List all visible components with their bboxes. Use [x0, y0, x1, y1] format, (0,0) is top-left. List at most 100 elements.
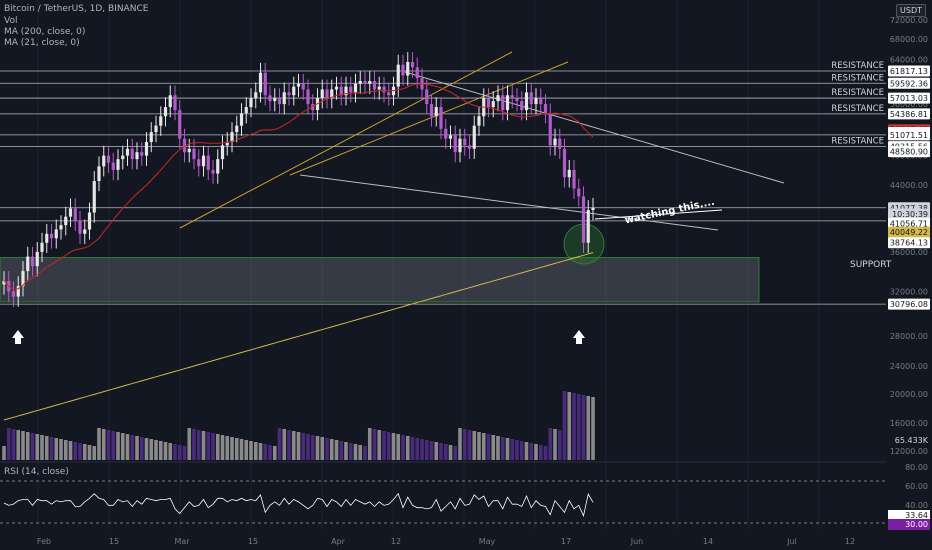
ma21-label[interactable]: MA (21, close, 0) — [4, 38, 80, 48]
volume-bar — [377, 430, 382, 460]
candle-body — [97, 166, 101, 181]
volume-bar — [448, 445, 453, 460]
candle-body — [254, 92, 258, 99]
ma200-label[interactable]: MA (200, close, 0) — [4, 27, 86, 37]
volume-bar — [477, 432, 481, 460]
candle-body — [211, 169, 215, 174]
volume-bar — [505, 438, 510, 460]
volume-bar — [25, 432, 30, 460]
candle-body — [301, 83, 305, 90]
price-label-box — [888, 77, 930, 89]
candle-body — [220, 145, 225, 160]
price-tick-label: 32000.00 — [890, 287, 928, 296]
candle-body — [558, 138, 562, 149]
volume-last: 65.433K — [895, 436, 929, 445]
candle-body — [429, 104, 434, 117]
volume-bar — [168, 443, 173, 460]
volume-tick-label: 28000.00 — [890, 332, 928, 341]
candle-body — [453, 135, 457, 153]
volume-bar — [201, 431, 206, 460]
candle-body — [496, 95, 500, 102]
price-label: 54386.81 — [890, 110, 928, 119]
time-tick-label: Jul — [786, 537, 797, 546]
candle-body — [192, 148, 196, 160]
volume-bar — [586, 396, 591, 460]
candle-body — [477, 116, 481, 126]
vol-label[interactable]: Vol — [4, 16, 18, 26]
candle-body — [463, 138, 467, 146]
volume-tick-label: 12000.00 — [890, 447, 928, 456]
candle-body — [111, 162, 115, 170]
volume-bar — [401, 435, 405, 460]
volume-bar — [462, 429, 467, 460]
ma21-line — [3, 83, 594, 291]
candle-body — [106, 155, 111, 163]
volume-bar — [101, 429, 106, 460]
candle-body — [472, 125, 476, 149]
volume-bar — [73, 442, 78, 460]
price-tick-label: 36000.00 — [890, 248, 928, 257]
volume-bar — [515, 440, 519, 460]
candle-body — [273, 98, 277, 102]
volume-bar — [439, 443, 443, 460]
resistance-label: RESISTANCE — [831, 137, 884, 147]
volume-bar — [496, 436, 500, 460]
volume-bar — [363, 446, 367, 460]
volume-bar — [581, 395, 586, 460]
symbol-label[interactable]: Bitcoin / TetherUS, 1D, BINANCE — [4, 4, 149, 14]
candle-body — [230, 132, 234, 143]
volume-bar — [348, 443, 353, 460]
volume-bar — [230, 437, 234, 460]
price-label-box — [888, 65, 930, 77]
candle-body — [396, 64, 400, 87]
volume-bar — [244, 440, 249, 460]
moving-averages — [3, 83, 594, 421]
price-label-box — [888, 237, 930, 249]
volume-bar — [572, 393, 576, 460]
time-tick-label: 15 — [109, 537, 119, 546]
downtrend-line — [404, 71, 785, 184]
volume-bar — [21, 431, 25, 460]
volume-bar — [78, 443, 82, 460]
volume-bar — [97, 428, 101, 460]
volume-bar — [567, 392, 572, 460]
candle-body — [387, 92, 391, 96]
candle-body — [216, 159, 220, 174]
candle-body — [249, 98, 253, 108]
volume-bar — [534, 444, 538, 460]
candle-body — [344, 86, 348, 96]
time-tick-label: Mar — [174, 537, 190, 546]
rsi-label[interactable]: RSI (14, close) — [4, 467, 69, 477]
currency-badge[interactable]: USDT — [896, 4, 926, 17]
price-label: 61817.13 — [890, 67, 928, 76]
time-tick-label: 12 — [391, 537, 401, 546]
volume-bar — [135, 436, 139, 460]
volume-bar — [234, 438, 239, 460]
volume-bar — [410, 437, 415, 460]
volume-bar — [149, 439, 154, 460]
candle-body — [35, 251, 39, 267]
channel-lower — [289, 61, 569, 176]
candle-body — [520, 101, 524, 111]
candle-body — [2, 281, 6, 285]
candle-body — [458, 138, 462, 153]
rsi-tick-label: 40.00 — [905, 501, 928, 510]
volume-bar — [225, 436, 230, 460]
candle-body — [54, 229, 58, 239]
volume-bar — [524, 442, 529, 460]
candle-body — [49, 233, 54, 239]
candle-body — [448, 135, 453, 139]
volume-bar — [334, 440, 339, 460]
candle-body — [26, 256, 30, 272]
candle-body — [510, 95, 514, 99]
candle-body — [439, 107, 443, 129]
candle-body — [135, 152, 139, 160]
candle-body — [277, 98, 282, 105]
volume-bar — [443, 444, 448, 460]
volume-bars — [2, 391, 595, 460]
volume-bar — [306, 434, 310, 460]
time-tick-label: Apr — [331, 537, 346, 546]
candle-body — [292, 86, 296, 96]
candle-body — [21, 271, 25, 287]
